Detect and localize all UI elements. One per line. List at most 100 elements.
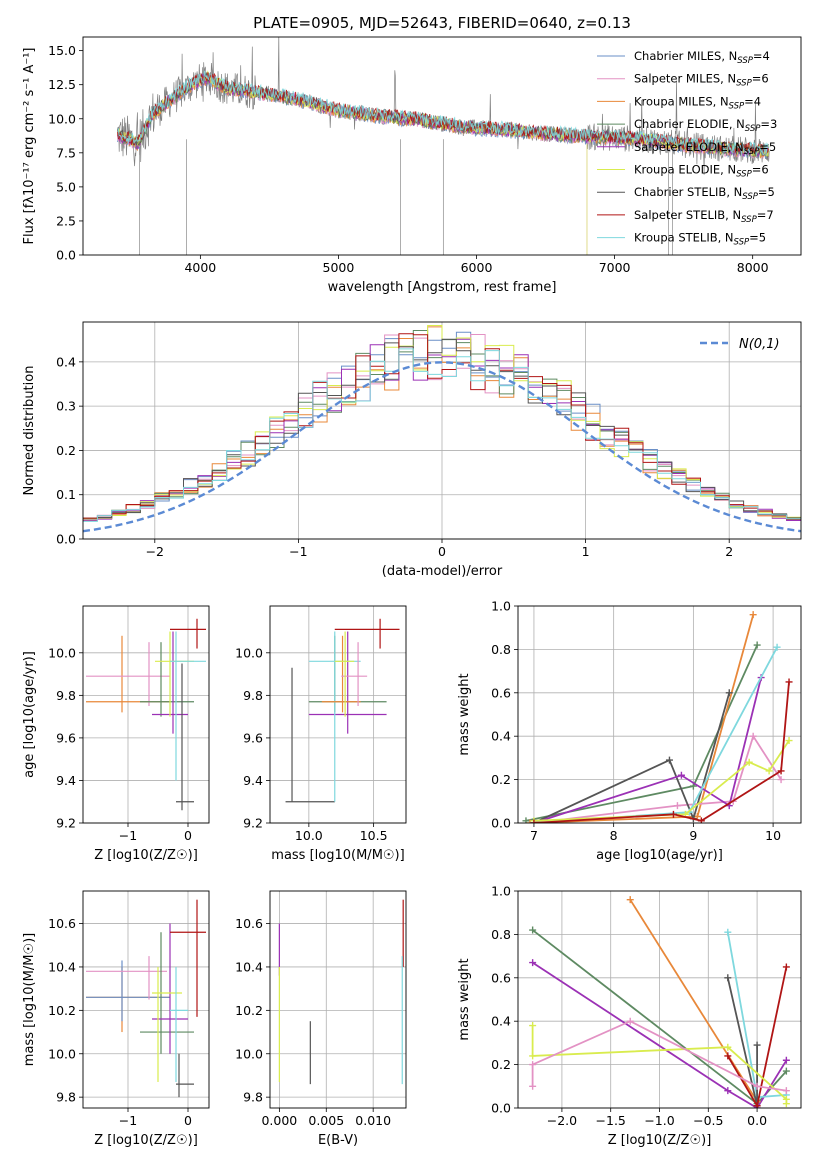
y-tick-label: 10.4 xyxy=(235,959,263,974)
age_vs_mass-plot xyxy=(285,618,400,803)
y-tick-label: 10.0 xyxy=(235,645,263,660)
weight-marker-salpeter_elodie xyxy=(529,959,537,967)
age_vs_z-frame xyxy=(82,605,210,824)
weight-line-kroupa_miles xyxy=(629,899,758,1102)
x-tick-label: 0.000 xyxy=(261,1113,297,1128)
weight-line-salpeter_elodie xyxy=(532,961,788,1108)
y-tick-label: 9.2 xyxy=(243,816,263,831)
y-tick-label: 9.8 xyxy=(56,1090,76,1105)
x-tick-label: 0 xyxy=(438,544,446,559)
x-tick-label: 0.005 xyxy=(308,1113,344,1128)
weight-marker-kroupa_elodie xyxy=(529,1052,537,1060)
x-axis-label: Z [log10(Z/Z☉)] xyxy=(608,1133,712,1148)
x-axis-label: Z [log10(Z/Z☉)] xyxy=(94,1133,198,1148)
weight-line-salpeter_stelib xyxy=(533,681,790,823)
y-tick-label: 2.5 xyxy=(56,213,76,228)
y-tick-label: 0.4 xyxy=(491,1014,511,1029)
spectrum-legend: Chabrier MILES, NSSP=4 Salpeter MILES, NS… xyxy=(597,49,777,248)
legend-label: N(0,1) xyxy=(739,337,780,352)
model-line-kroupa_stelib xyxy=(117,70,770,157)
mass_vs_ebv-frame xyxy=(269,890,407,1109)
weight-marker-salpeter_miles xyxy=(673,802,681,810)
weight-marker-salpeter_miles xyxy=(782,1087,790,1095)
x-tick-label: 5000 xyxy=(323,260,355,275)
weight_vs_age-frame xyxy=(517,605,802,824)
y-tick-label: 10.6 xyxy=(235,916,263,931)
weight-marker-chabrier_elodie xyxy=(529,926,537,934)
x-tick-label: 8000 xyxy=(737,260,769,275)
weight-marker-salpeter_stelib xyxy=(697,817,705,823)
x-axis-label: Z [log10(Z/Z☉)] xyxy=(94,848,198,863)
weight-marker-salpeter_elodie xyxy=(782,1056,790,1064)
weight-marker-kroupa_elodie xyxy=(745,758,753,766)
x-tick-label: −0.5 xyxy=(693,1113,723,1128)
x-tick-label: 0 xyxy=(184,1113,192,1128)
x-tick-label: 0.010 xyxy=(355,1113,391,1128)
y-tick-label: 15.0 xyxy=(48,43,76,58)
y-tick-label: 10.0 xyxy=(48,645,76,660)
weight-marker-kroupa_elodie xyxy=(785,737,793,745)
x-tick-label: −1.5 xyxy=(596,1113,626,1128)
y-tick-label: 9.4 xyxy=(56,773,76,788)
weight-marker-salpeter_stelib xyxy=(785,678,793,686)
normal-curve xyxy=(83,361,801,533)
y-tick-label: 0.0 xyxy=(491,816,511,831)
x-tick-label: 10 xyxy=(765,828,781,843)
mass_vs_ebv-plot xyxy=(278,899,404,1085)
weight-marker-kroupa_stelib xyxy=(724,928,732,936)
x-tick-label: 0.0 xyxy=(747,1113,767,1128)
weight_vs_age-plot xyxy=(522,611,793,823)
age_vs_z-axes: −1 0 9.2 9.4 9.6 9.8 10.0 Z [log10(Z/Z☉)] age [l… xyxy=(22,606,209,863)
x-tick-label: 2 xyxy=(725,544,733,559)
y-tick-label: 0.6 xyxy=(491,970,511,985)
y-tick-label: 0.4 xyxy=(56,354,76,369)
weight-marker-chabrier_stelib xyxy=(724,974,732,982)
legend-label: Chabrier STELIB, NSSP=5 xyxy=(634,185,775,202)
weight-marker-salpeter_miles xyxy=(529,1082,537,1090)
weight-marker-salpeter_stelib xyxy=(777,767,785,775)
y-tick-label: 0.3 xyxy=(56,399,76,414)
weight-marker-salpeter_stelib xyxy=(782,963,790,971)
weight-marker-salpeter_miles xyxy=(626,1017,634,1025)
weight-marker-salpeter_elodie xyxy=(724,1087,732,1095)
age_vs_mass-frame xyxy=(269,605,407,824)
legend-label: Salpeter MILES, NSSP=6 xyxy=(634,72,769,89)
weight_vs_z-plot xyxy=(529,896,790,1108)
weight-marker-salpeter_miles xyxy=(749,732,757,740)
residual-hist-kroupa_stelib xyxy=(83,348,801,522)
y-tick-label: 0.2 xyxy=(491,1057,511,1072)
weight-marker-kroupa_miles xyxy=(626,896,634,904)
legend-label: Chabrier MILES, NSSP=4 xyxy=(634,49,770,66)
y-tick-label: 10.0 xyxy=(48,111,76,126)
legend-label: Salpeter ELODIE, NSSP=5 xyxy=(634,140,776,157)
y-tick-label: 7.5 xyxy=(56,145,76,160)
y-tick-label: 9.8 xyxy=(243,688,263,703)
spectrum-frame xyxy=(82,36,802,256)
weight-marker-kroupa_stelib xyxy=(773,643,781,651)
y-axis-label: mass [log10(M/M☉)] xyxy=(22,933,37,1066)
weight-marker-salpeter_miles xyxy=(753,1082,761,1090)
x-tick-label: 6000 xyxy=(461,260,493,275)
weight-marker-salpeter_stelib xyxy=(669,810,677,818)
y-tick-label: 0.6 xyxy=(491,685,511,700)
weight-marker-chabrier_stelib xyxy=(753,1041,761,1049)
legend-label: Salpeter STELIB, NSSP=7 xyxy=(634,208,774,225)
weight-marker-kroupa_elodie xyxy=(724,1043,732,1051)
x-tick-label: −2.0 xyxy=(547,1113,577,1128)
residuals-axes: −2 −1 0 1 2 0.0 0.1 0.2 0.3 0.4 (data-model)/error… xyxy=(22,322,801,579)
residual-plot xyxy=(83,325,801,533)
legend-label: Kroupa STELIB, NSSP=5 xyxy=(634,231,766,248)
y-axis-label: age [log10(age/yr)] xyxy=(22,651,37,778)
x-axis-label: mass [log10(M/M☉)] xyxy=(271,848,404,863)
y-tick-label: 0.2 xyxy=(56,443,76,458)
y-tick-label: 0.0 xyxy=(56,532,76,547)
y-axis-label: Flux [fλ10⁻¹⁷ erg cm⁻² s⁻¹ A⁻¹] xyxy=(22,48,37,245)
weight-marker-kroupa_miles xyxy=(749,611,757,619)
weight-marker-chabrier_stelib xyxy=(665,756,673,764)
x-tick-label: −1.0 xyxy=(644,1113,674,1128)
weight-marker-kroupa_miles xyxy=(526,819,534,823)
weight-line-chabrier_stelib xyxy=(533,692,731,823)
y-tick-label: 9.6 xyxy=(56,730,76,745)
x-axis-label: (data-model)/error xyxy=(382,564,503,579)
